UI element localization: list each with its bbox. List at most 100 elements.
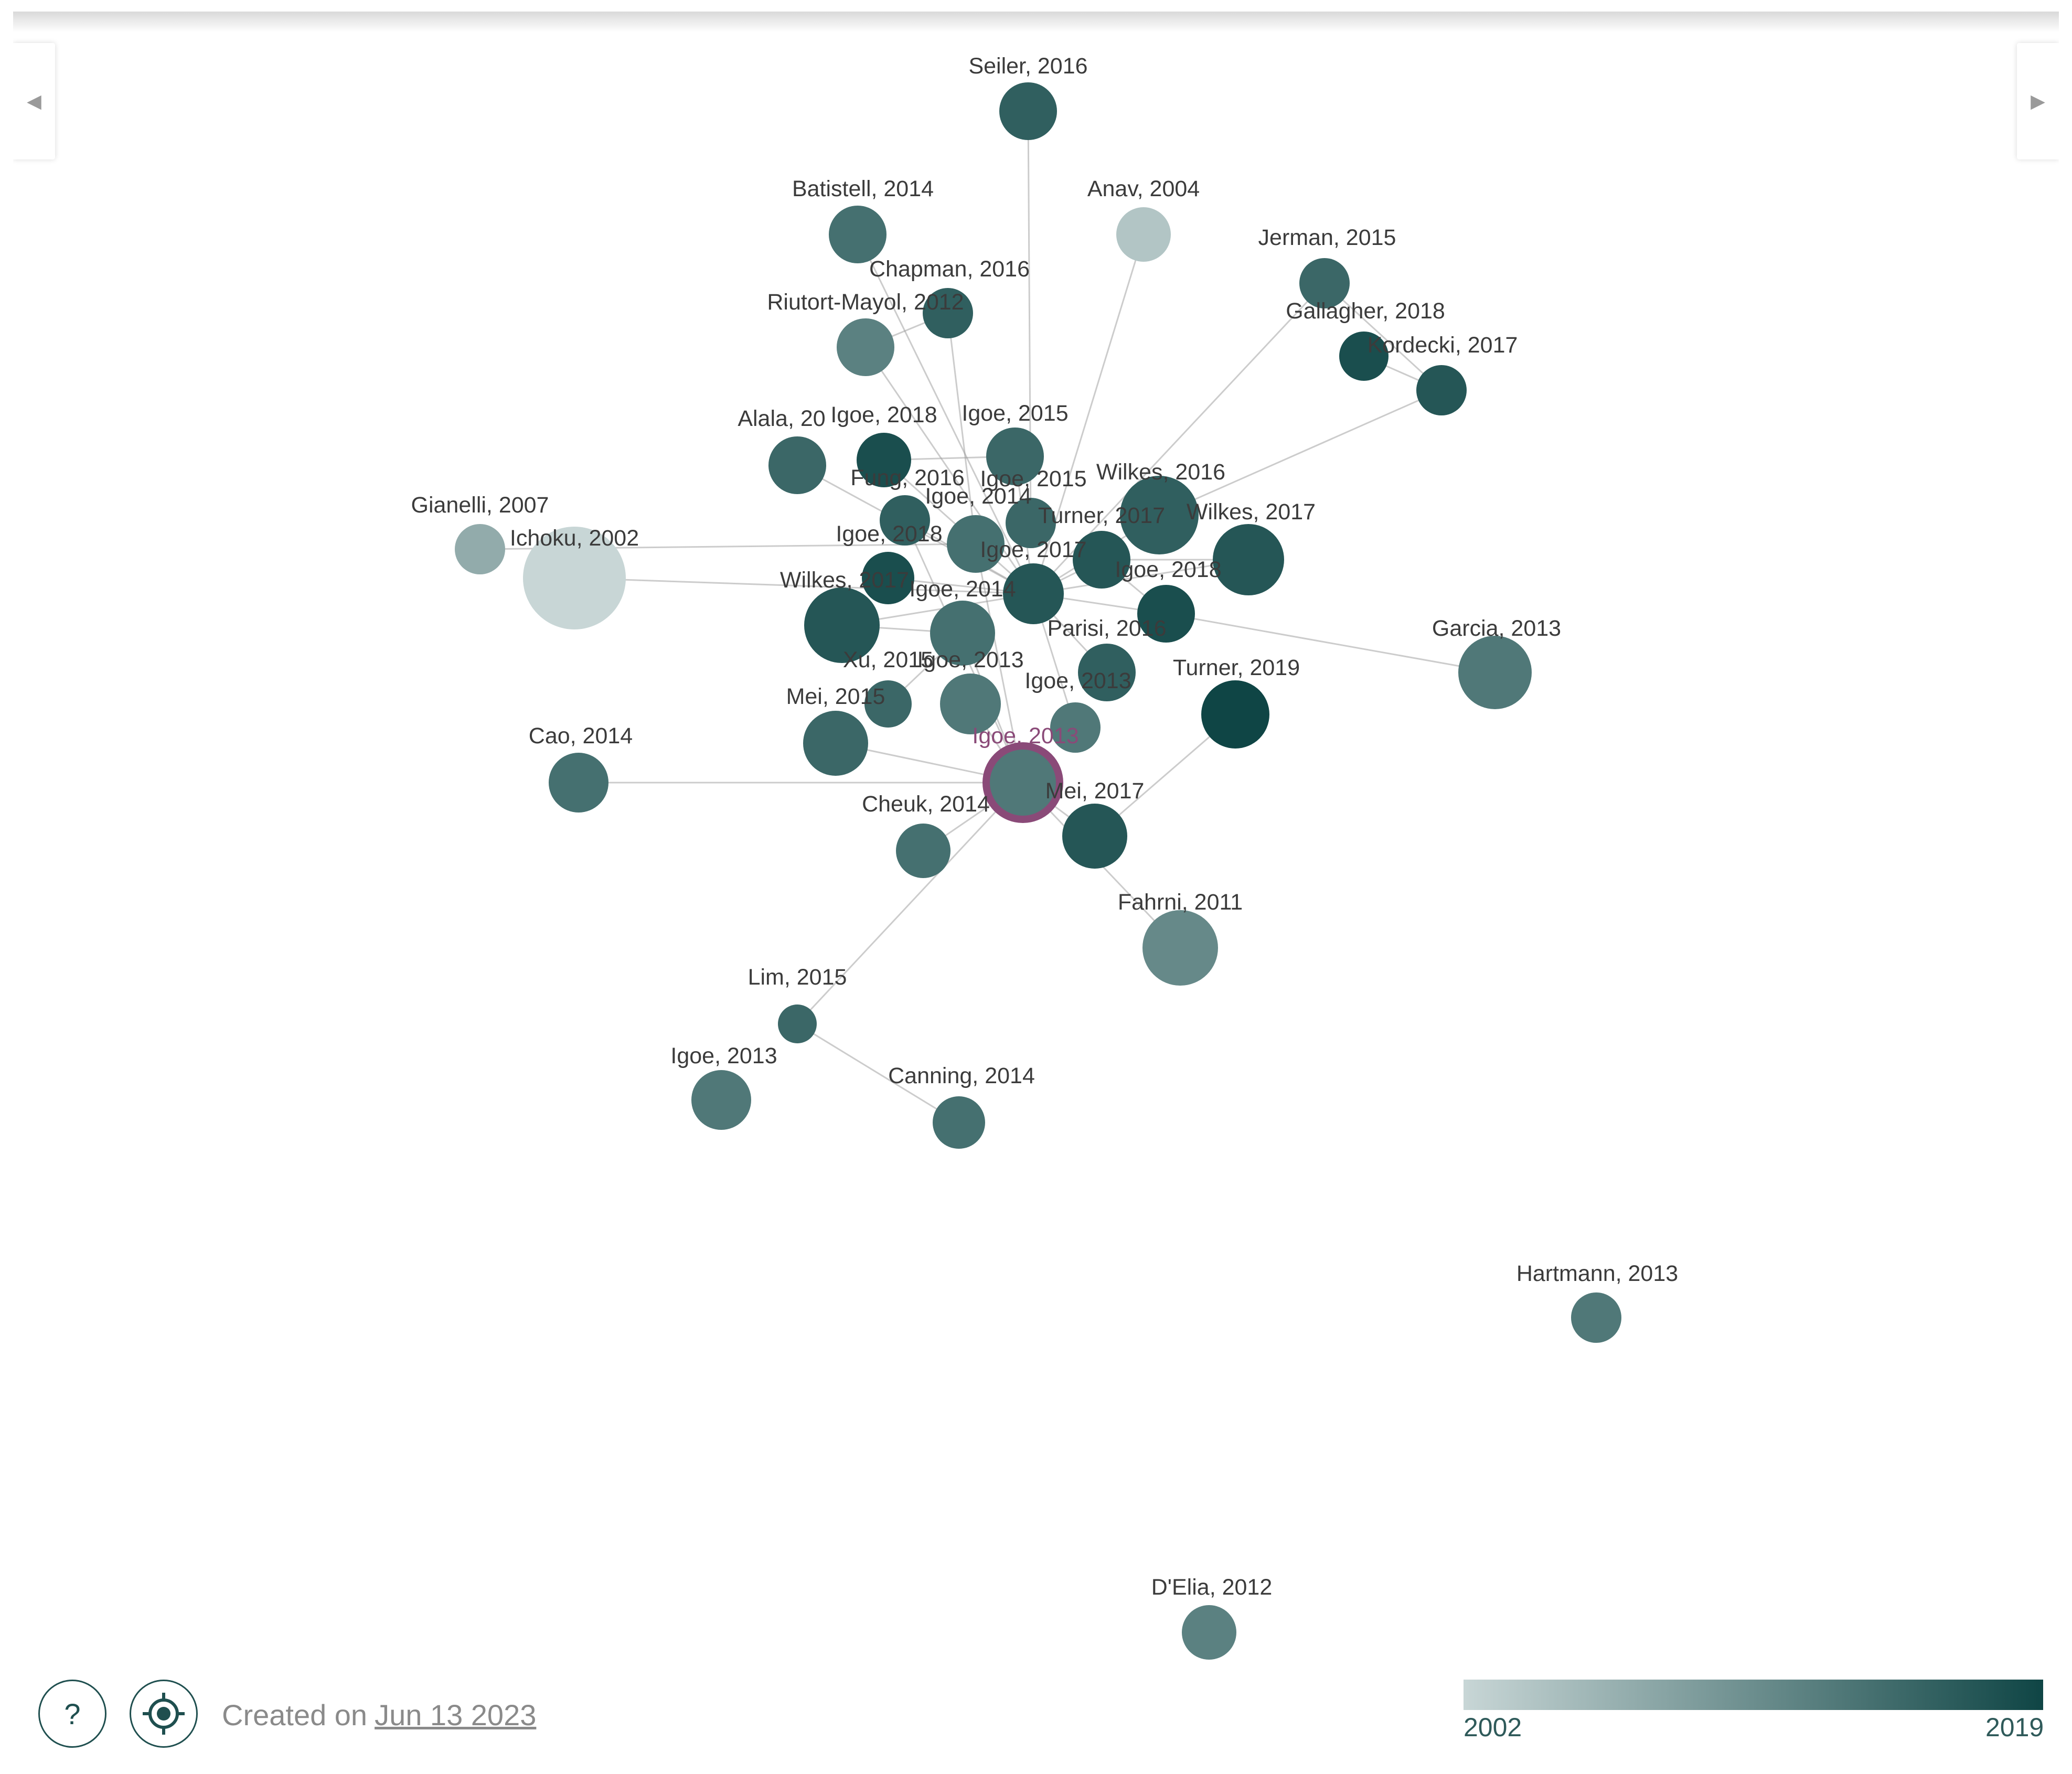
paper-node[interactable]	[1142, 910, 1218, 986]
paper-node[interactable]	[864, 680, 912, 728]
paper-node[interactable]	[837, 318, 894, 376]
paper-node[interactable]	[1116, 207, 1171, 262]
caret-left-icon: ◀	[27, 90, 41, 112]
top-shadow	[13, 12, 2059, 33]
paper-node-label: Igoe, 2013	[917, 647, 1023, 672]
paper-node-label: Igoe, 2014	[925, 484, 1031, 509]
citation-edge	[975, 543, 1024, 783]
paper-node-label: Igoe, 2013	[1024, 668, 1131, 693]
paper-node[interactable]	[1062, 804, 1127, 869]
paper-node-label: Wilkes, 2016	[1096, 459, 1225, 485]
help-button[interactable]: ?	[38, 1680, 106, 1748]
next-panel-button[interactable]: ▶	[2017, 43, 2059, 159]
legend-max-year: 2019	[1985, 1713, 2044, 1742]
paper-node[interactable]	[455, 524, 505, 574]
paper-node-label: Seiler, 2016	[968, 54, 1087, 79]
paper-node-label: Fung, 2016	[850, 465, 965, 490]
paper-node[interactable]	[803, 711, 868, 776]
paper-node-label: Wilkes, 2017	[1187, 499, 1316, 525]
paper-node[interactable]	[1299, 258, 1350, 308]
recenter-button[interactable]	[130, 1680, 198, 1748]
paper-node[interactable]	[999, 82, 1057, 140]
paper-node[interactable]	[1201, 680, 1269, 749]
paper-node[interactable]	[1339, 332, 1389, 381]
caret-right-icon: ▶	[2031, 90, 2045, 112]
paper-node-label: Xu, 2015	[843, 647, 933, 672]
paper-node[interactable]	[986, 428, 1044, 485]
nodes-layer[interactable]	[455, 82, 1621, 1660]
citation-graph[interactable]: Seiler, 2016 Batistell, 2014 Anav, 2004 Jer…	[13, 12, 2059, 1774]
paper-node[interactable]	[1050, 702, 1101, 753]
paper-node[interactable]	[778, 1004, 817, 1043]
paper-node-label: Gallagher, 2018	[1286, 298, 1445, 324]
paper-node-label: Lim, 2015	[748, 965, 847, 990]
paper-node-label: Igoe, 2015	[980, 466, 1086, 491]
paper-node-label: Alala, 20	[738, 406, 825, 431]
paper-node-label: Igoe, 2014	[909, 576, 1016, 602]
created-info: Created on Jun 13 2023	[222, 1698, 536, 1732]
graph-viewport[interactable]: Seiler, 2016 Batistell, 2014 Anav, 2004 Jer…	[13, 12, 2059, 1774]
citation-edge	[797, 1023, 959, 1124]
paper-node[interactable]	[947, 515, 1005, 573]
selected-paper-node[interactable]	[982, 742, 1063, 823]
paper-node[interactable]	[768, 436, 826, 494]
paper-node-label: Igoe, 2018	[1115, 557, 1221, 582]
paper-node-label: Wilkes, 2017	[780, 568, 909, 593]
paper-node[interactable]	[829, 206, 887, 263]
citation-edge	[1166, 613, 1496, 674]
paper-node[interactable]	[1003, 563, 1064, 624]
paper-node[interactable]	[880, 495, 930, 546]
paper-node[interactable]	[1571, 1292, 1621, 1343]
paper-node-label: Igoe, 2013	[670, 1043, 777, 1068]
paper-node[interactable]	[923, 288, 973, 338]
paper-node-label: Cao, 2014	[529, 723, 633, 749]
paper-node[interactable]	[930, 601, 995, 666]
paper-node[interactable]	[862, 552, 914, 604]
paper-node-label: Turner, 2017	[1038, 503, 1165, 528]
paper-node-label: Igoe, 2015	[962, 401, 1068, 426]
citation-edge	[1033, 559, 1249, 595]
paper-node[interactable]	[804, 587, 880, 663]
paper-node[interactable]	[1182, 1605, 1236, 1660]
created-date-link[interactable]: Jun 13 2023	[375, 1698, 537, 1732]
citation-edge	[574, 577, 1034, 595]
paper-node-label: D'Elia, 2012	[1151, 1575, 1273, 1600]
paper-node[interactable]	[549, 753, 608, 813]
paper-node[interactable]	[1137, 585, 1195, 643]
paper-node[interactable]	[857, 433, 911, 487]
paper-node-label: Riutort-Mayol, 2012	[767, 290, 964, 315]
paper-node[interactable]	[691, 1070, 751, 1130]
paper-node[interactable]	[1416, 365, 1467, 415]
citation-edge	[947, 313, 977, 544]
paper-node-label: Cheuk, 2014	[862, 792, 990, 817]
paper-node[interactable]	[1458, 636, 1532, 709]
paper-node-label: Igoe, 2017	[980, 537, 1086, 562]
paper-node[interactable]	[1213, 524, 1284, 595]
paper-node[interactable]	[940, 674, 1001, 734]
paper-node[interactable]	[1006, 498, 1056, 548]
paper-node-label: Batistell, 2014	[792, 176, 934, 201]
paper-node-label: Ichoku, 2002	[510, 526, 639, 551]
paper-node-label: Hartmann, 2013	[1516, 1261, 1678, 1286]
paper-node-label: Chapman, 2016	[869, 257, 1030, 282]
paper-node-label: Igoe, 2018	[836, 521, 942, 547]
paper-node[interactable]	[1078, 644, 1136, 701]
paper-node-label: Jerman, 2015	[1258, 225, 1396, 250]
citation-edge	[1323, 282, 1443, 391]
paper-node[interactable]	[896, 824, 950, 878]
paper-node[interactable]	[523, 527, 626, 629]
paper-node[interactable]	[1120, 476, 1199, 554]
question-icon: ?	[64, 1697, 81, 1730]
paper-node[interactable]	[1073, 531, 1130, 589]
prev-panel-button[interactable]: ◀	[13, 43, 55, 159]
citation-edge	[796, 782, 1024, 1025]
paper-node-label: Kordecki, 2017	[1368, 333, 1518, 358]
paper-node[interactable]	[933, 1096, 985, 1149]
created-prefix: Created on	[222, 1698, 368, 1732]
citation-edge	[864, 347, 1034, 594]
paper-node-label: Turner, 2019	[1173, 655, 1300, 680]
citation-edge	[857, 234, 1034, 594]
legend-min-year: 2002	[1464, 1713, 1522, 1742]
year-color-legend	[1464, 1680, 2043, 1710]
paper-node-label: Anav, 2004	[1087, 176, 1200, 201]
